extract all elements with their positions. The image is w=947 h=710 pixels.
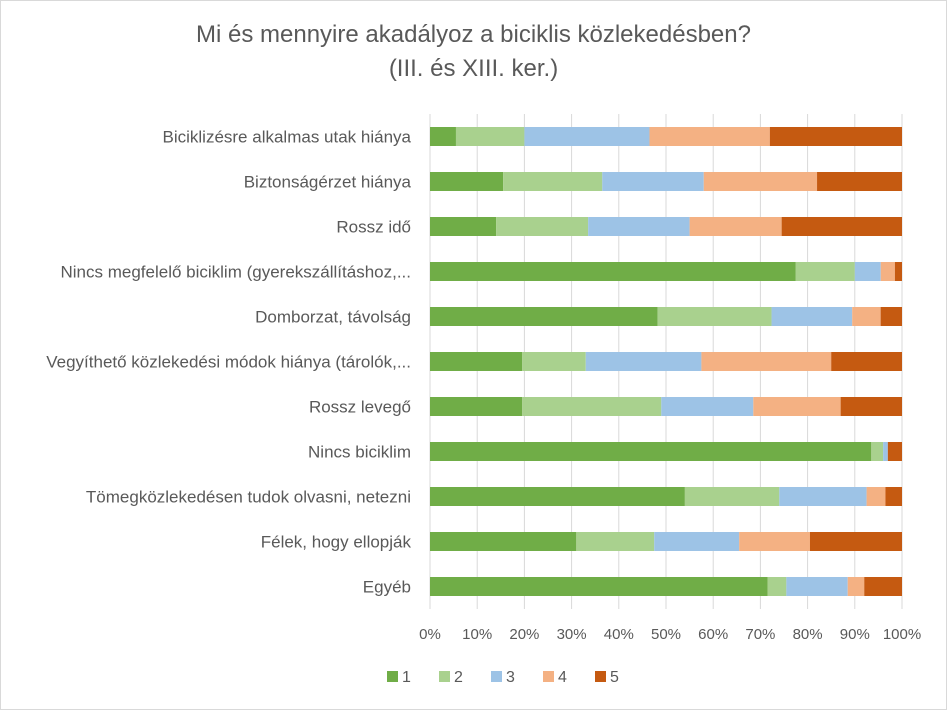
bar-segment-3 (786, 577, 848, 596)
bar-segment-3 (588, 217, 690, 236)
bar-segment-1 (430, 532, 577, 551)
x-tick-label: 30% (557, 626, 587, 643)
bar-segment-1 (430, 442, 872, 461)
bar-segment-5 (809, 532, 902, 551)
bar-segment-2 (522, 397, 662, 416)
bar-segment-5 (894, 262, 902, 281)
bar-segment-1 (430, 577, 768, 596)
chart-title-line: Mi és mennyire akadályoz a biciklis közl… (196, 21, 751, 48)
category-label: Biciklizésre alkalmas utak hiánya (163, 128, 412, 147)
category-label: Nincs biciklim (308, 443, 411, 462)
bar-segment-5 (831, 352, 902, 371)
bar-segment-5 (781, 217, 902, 236)
bar-segment-4 (703, 172, 818, 191)
bar-segment-4 (689, 217, 782, 236)
legend-label: 4 (558, 669, 567, 686)
bar-segment-2 (795, 262, 855, 281)
category-label: Egyéb (363, 578, 411, 597)
legend-label: 5 (610, 669, 619, 686)
bar-segment-1 (430, 397, 523, 416)
bars (430, 127, 902, 596)
legend-swatch-2 (439, 671, 450, 682)
category-label: Rossz levegő (309, 398, 411, 417)
bar-segment-2 (503, 172, 603, 191)
x-tick-label: 20% (509, 626, 539, 643)
bar-segment-3 (602, 172, 704, 191)
bar-segment-2 (496, 217, 589, 236)
x-tick-label: 40% (604, 626, 634, 643)
bar-segment-5 (840, 397, 902, 416)
x-tick-label: 90% (840, 626, 870, 643)
bar-segment-4 (739, 532, 810, 551)
bar-segment-4 (852, 307, 881, 326)
bar-segment-5 (864, 577, 902, 596)
bar-segment-4 (866, 487, 886, 506)
category-label: Domborzat, távolság (255, 308, 411, 327)
bar-segment-1 (430, 352, 523, 371)
category-label: Biztonságérzet hiánya (244, 173, 412, 192)
bar-segment-2 (576, 532, 655, 551)
category-label: Félek, hogy ellopják (261, 533, 412, 552)
bar-segment-3 (654, 532, 740, 551)
bar-segment-5 (885, 487, 902, 506)
legend-swatch-3 (491, 671, 502, 682)
bar-segment-1 (430, 487, 685, 506)
chart-subtitle: (III. és XIII. ker.) (388, 55, 559, 82)
bar-segment-3 (883, 442, 888, 461)
x-tick-label: 60% (698, 626, 728, 643)
category-label: Tömegközlekedésen tudok olvasni, netezni (86, 488, 411, 507)
bar-segment-4 (701, 352, 832, 371)
legend-label: 2 (454, 669, 463, 686)
bar-segment-5 (817, 172, 902, 191)
bar-segment-2 (871, 442, 884, 461)
bar-segment-1 (430, 172, 504, 191)
legend-swatch-5 (595, 671, 606, 682)
x-tick-label: 50% (651, 626, 681, 643)
bar-segment-5 (769, 127, 902, 146)
bar-segment-3 (854, 262, 881, 281)
bar-segment-2 (455, 127, 525, 146)
x-tick-label: 0% (419, 626, 441, 643)
bar-segment-1 (430, 307, 658, 326)
bar-segment-2 (767, 577, 787, 596)
bar-segment-4 (649, 127, 770, 146)
bar-segment-4 (847, 577, 865, 596)
bar-segment-2 (522, 352, 586, 371)
bar-segment-1 (430, 262, 796, 281)
category-labels: Biciklizésre alkalmas utak hiánya Biztons… (46, 128, 411, 597)
x-tick-label: 100% (883, 626, 921, 643)
bar-segment-3 (771, 307, 853, 326)
bar-segment-3 (585, 352, 702, 371)
legend: 1 2 3 4 5 (387, 669, 619, 686)
bar-segment-5 (880, 307, 902, 326)
bar-segment-3 (524, 127, 650, 146)
x-tick-label: 80% (793, 626, 823, 643)
bar-segment-3 (779, 487, 867, 506)
legend-swatch-4 (543, 671, 554, 682)
bar-segment-5 (887, 442, 902, 461)
category-label: Nincs megfelelő biciklim (gyerekszállítá… (60, 263, 411, 282)
bar-segment-2 (657, 307, 772, 326)
category-label: Vegyíthető közlekedési módok hiánya (tár… (46, 353, 411, 372)
category-label: Rossz idő (336, 218, 411, 237)
bar-segment-1 (430, 127, 456, 146)
legend-label: 1 (402, 669, 411, 686)
chart-title: Mi és mennyire akadályoz a biciklis közl… (0, 18, 947, 86)
bar-segment-1 (430, 217, 497, 236)
bar-segment-4 (753, 397, 841, 416)
legend-label: 3 (506, 669, 515, 686)
x-tick-label: 70% (745, 626, 775, 643)
bar-segment-2 (684, 487, 780, 506)
x-tick-label: 10% (462, 626, 492, 643)
x-axis-ticks: 0% 10% 20% 30% 40% 50% 60% 70% 80% 90% 100% (419, 626, 921, 643)
bar-segment-4 (880, 262, 895, 281)
legend-swatch-1 (387, 671, 398, 682)
bar-segment-3 (661, 397, 754, 416)
